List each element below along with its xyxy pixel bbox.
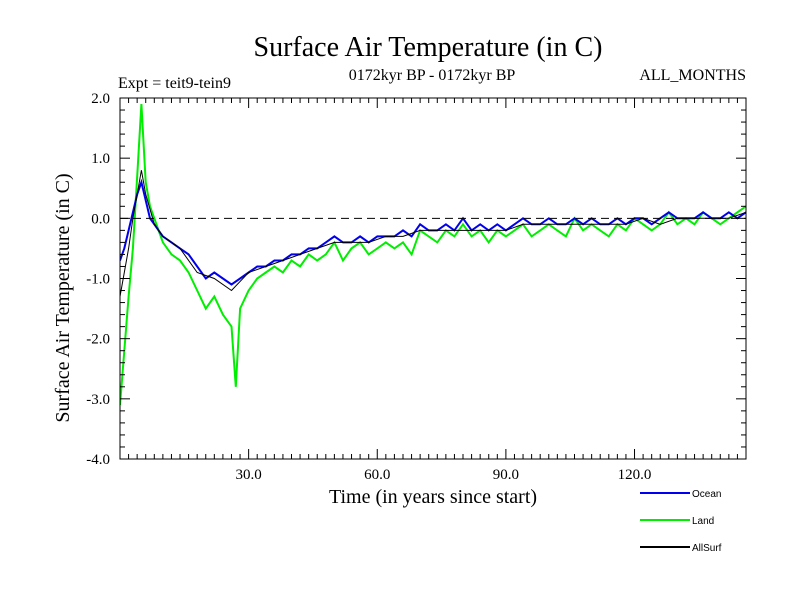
y-axis-label: Surface Air Temperature (in C) <box>52 173 74 422</box>
series-layer <box>120 103 746 405</box>
y-tick-label: -2.0 <box>86 332 110 348</box>
y-tick-label: -1.0 <box>86 272 110 288</box>
x-tick-label: 120.0 <box>618 467 652 483</box>
legend-label-ocean: Ocean <box>692 489 721 500</box>
x-tick-label: 30.0 <box>236 467 262 483</box>
tick-layer: 30.0 60.0 90.0 120.0 2.0 1.0 0.0 -1.0 -2.0 -3.0 -4… <box>86 91 746 483</box>
series-line-ocean <box>120 178 746 286</box>
x-axis-label: Time (in years since start) <box>329 486 537 508</box>
y-tick-label: -3.0 <box>86 392 110 408</box>
x-tick-label: 90.0 <box>493 467 519 483</box>
chart-subtitle-center: 0172kyr BP - 0172kyr BP <box>349 67 516 84</box>
x-tick-label: 60.0 <box>364 467 390 483</box>
chart-subtitle-right: ALL_MONTHS <box>639 67 746 84</box>
legend: Ocean Land AllSurf <box>640 489 722 554</box>
legend-label-land: Land <box>692 516 714 527</box>
y-tick-label: 2.0 <box>91 91 110 107</box>
series-line-allsurf <box>120 170 746 297</box>
legend-label-allsurf: AllSurf <box>692 543 722 554</box>
y-tick-label: -4.0 <box>86 452 110 468</box>
y-tick-label: 1.0 <box>91 151 110 167</box>
y-tick-label: 0.0 <box>91 211 110 227</box>
chart-title: Surface Air Temperature (in C) <box>254 32 603 63</box>
series-line-land <box>120 103 746 405</box>
chart-subtitle-left: Expt = teit9-tein9 <box>118 75 231 92</box>
